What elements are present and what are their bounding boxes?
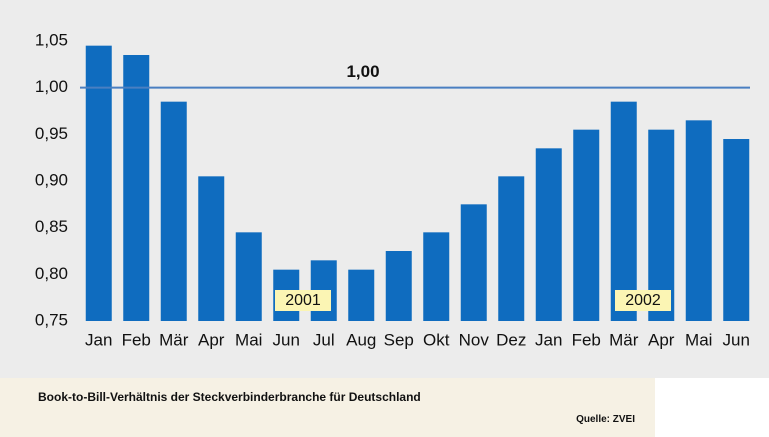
bar: [198, 176, 224, 321]
x-tick-label: Aug: [346, 330, 376, 349]
y-tick-label: 1,00: [35, 77, 68, 96]
bar: [686, 120, 712, 321]
x-tick-label: Feb: [572, 330, 601, 349]
x-tick-label: Nov: [459, 330, 490, 349]
annotation: 2002: [625, 292, 661, 309]
y-tick-label: 0,95: [35, 124, 68, 143]
bar: [498, 176, 524, 321]
x-tick-label: Jan: [85, 330, 112, 349]
bar: [348, 270, 374, 321]
reference-label: 1,00: [346, 62, 379, 81]
x-tick-label: Jun: [723, 330, 750, 349]
x-tick-label: Mai: [685, 330, 712, 349]
bar: [723, 139, 749, 321]
x-tick-label: Feb: [122, 330, 151, 349]
caption-title: Book-to-Bill-Verhältnis der Steckverbind…: [38, 390, 421, 404]
bar: [161, 102, 187, 321]
x-tick-label: Sep: [384, 330, 414, 349]
x-tick-label: Okt: [423, 330, 450, 349]
x-tick-label: Jan: [535, 330, 562, 349]
x-tick-label: Mär: [609, 330, 639, 349]
bar: [386, 251, 412, 321]
x-tick-label: Mai: [235, 330, 262, 349]
bar: [611, 102, 637, 321]
x-tick-label: Dez: [496, 330, 526, 349]
caption-source: Quelle: ZVEI: [576, 414, 635, 425]
page: 0,75 0,80 0,85 0,90 0,95 1,00 1,05 Jan Feb Mär Apr…: [0, 0, 769, 437]
x-tick-label: Apr: [198, 330, 225, 349]
bar: [236, 232, 262, 321]
bar: [461, 204, 487, 321]
bar: [423, 232, 449, 321]
bar: [573, 130, 599, 321]
x-tick-label: Jul: [313, 330, 335, 349]
x-tick-label: Apr: [648, 330, 675, 349]
caption-box: Book-to-Bill-Verhältnis der Steckverbind…: [0, 378, 655, 437]
y-tick-label: 0,75: [35, 310, 68, 329]
bar: [123, 55, 149, 321]
y-tick-label: 0,80: [35, 264, 68, 283]
y-tick-label: 1,05: [35, 30, 68, 49]
annotation: 2001: [285, 292, 321, 309]
y-tick-label: 0,90: [35, 170, 68, 189]
y-tick-label: 0,85: [35, 217, 68, 236]
bar: [536, 148, 562, 321]
chart: 0,75 0,80 0,85 0,90 0,95 1,00 1,05 Jan Feb Mär Apr…: [0, 0, 769, 378]
x-tick-label: Mär: [159, 330, 189, 349]
x-tick-label: Jun: [273, 330, 300, 349]
